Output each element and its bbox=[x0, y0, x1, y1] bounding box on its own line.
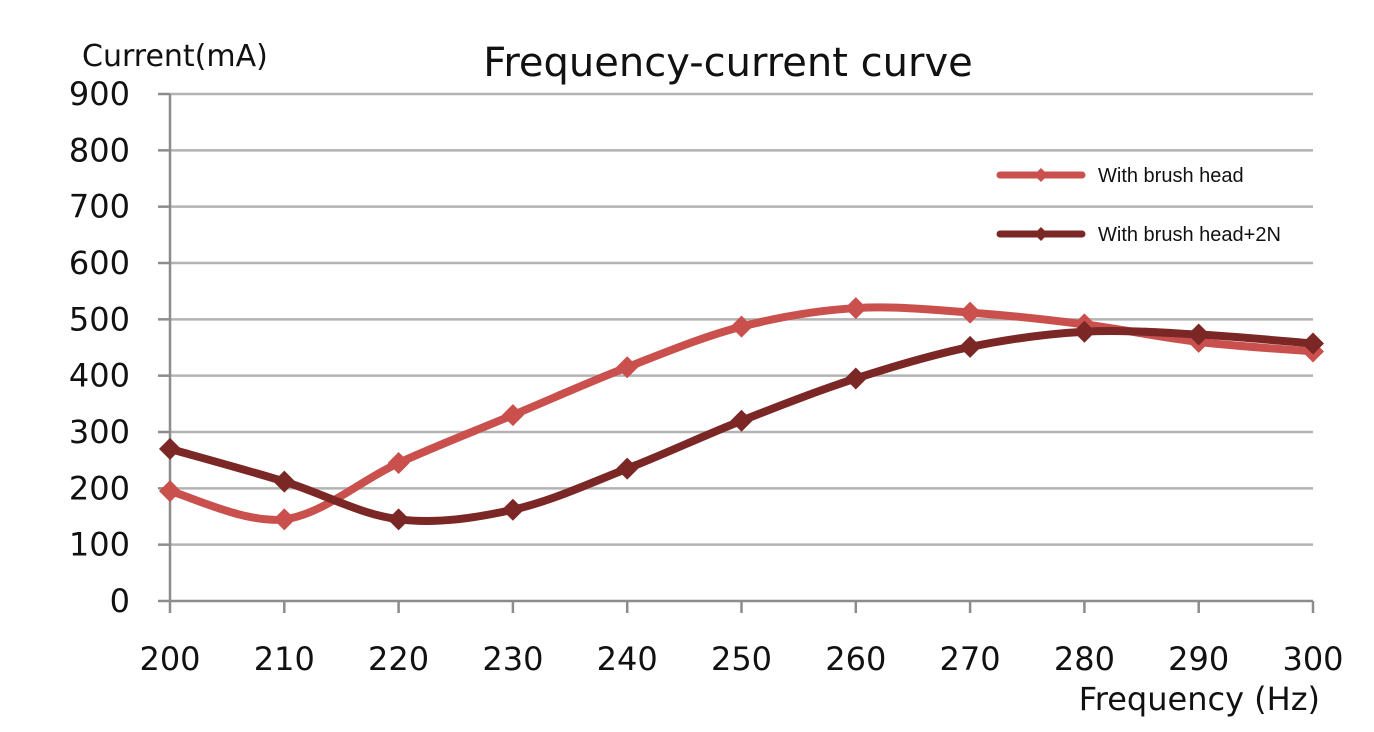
x-tick-label: 240 bbox=[597, 640, 658, 678]
data-point bbox=[844, 297, 867, 320]
data-point bbox=[273, 470, 296, 493]
y-tick-label: 200 bbox=[69, 469, 130, 507]
x-tick-label: 250 bbox=[711, 640, 772, 678]
series-2 bbox=[159, 320, 1324, 531]
legend-marker bbox=[1034, 227, 1048, 241]
data-point bbox=[959, 301, 982, 324]
axes bbox=[158, 92, 1315, 613]
y-tick-label: 500 bbox=[69, 300, 130, 338]
y-axis-label: Current(mA) bbox=[82, 39, 268, 74]
x-tick-label: 230 bbox=[482, 640, 543, 678]
chart-title: Frequency-current curve bbox=[483, 40, 972, 86]
legend-item: With brush head bbox=[996, 165, 1244, 187]
y-tick-label: 0 bbox=[110, 582, 130, 620]
x-tick-label: 210 bbox=[254, 640, 315, 678]
data-point bbox=[959, 335, 982, 358]
data-point bbox=[616, 356, 639, 379]
x-tick-label: 280 bbox=[1054, 640, 1115, 678]
x-tick-label: 220 bbox=[368, 640, 429, 678]
legend-item: With brush head+2N bbox=[996, 224, 1281, 246]
x-tick-label: 290 bbox=[1168, 640, 1229, 678]
data-point bbox=[159, 480, 181, 503]
data-point bbox=[1302, 332, 1324, 355]
data-point bbox=[730, 409, 753, 432]
x-tick-labels: 200 210 220 230 240 250 260 270 280 290 300 bbox=[139, 640, 1343, 678]
data-point bbox=[159, 437, 181, 460]
legend-marker bbox=[1034, 168, 1048, 182]
y-tick-label: 100 bbox=[69, 526, 130, 564]
data-point bbox=[844, 367, 867, 390]
legend-label: With brush head+2N bbox=[1098, 224, 1281, 246]
data-point bbox=[387, 508, 410, 531]
legend: With brush head With brush head+2N bbox=[996, 165, 1281, 246]
data-point bbox=[730, 315, 753, 338]
y-tick-label: 300 bbox=[69, 413, 130, 451]
x-tick-label: 260 bbox=[825, 640, 886, 678]
y-tick-label: 400 bbox=[69, 357, 130, 395]
data-point bbox=[273, 508, 296, 531]
x-axis-label: Frequency (Hz) bbox=[1079, 680, 1320, 718]
legend-label: With brush head bbox=[1098, 165, 1244, 187]
data-point bbox=[1187, 323, 1210, 346]
y-tick-label: 700 bbox=[69, 188, 130, 226]
data-point bbox=[501, 498, 524, 521]
data-point bbox=[616, 457, 639, 480]
x-tick-label: 200 bbox=[139, 640, 200, 678]
x-tick-label: 270 bbox=[940, 640, 1001, 678]
y-tick-label: 600 bbox=[69, 244, 130, 282]
y-tick-label: 800 bbox=[69, 131, 130, 169]
data-point bbox=[501, 404, 524, 427]
x-tick-label: 300 bbox=[1282, 640, 1343, 678]
data-point bbox=[1073, 320, 1096, 343]
data-point bbox=[387, 451, 410, 474]
y-tick-labels: 0 100 200 300 400 500 600 700 800 900 bbox=[69, 75, 130, 620]
y-tick-label: 900 bbox=[69, 75, 130, 113]
series-group bbox=[159, 297, 1324, 531]
